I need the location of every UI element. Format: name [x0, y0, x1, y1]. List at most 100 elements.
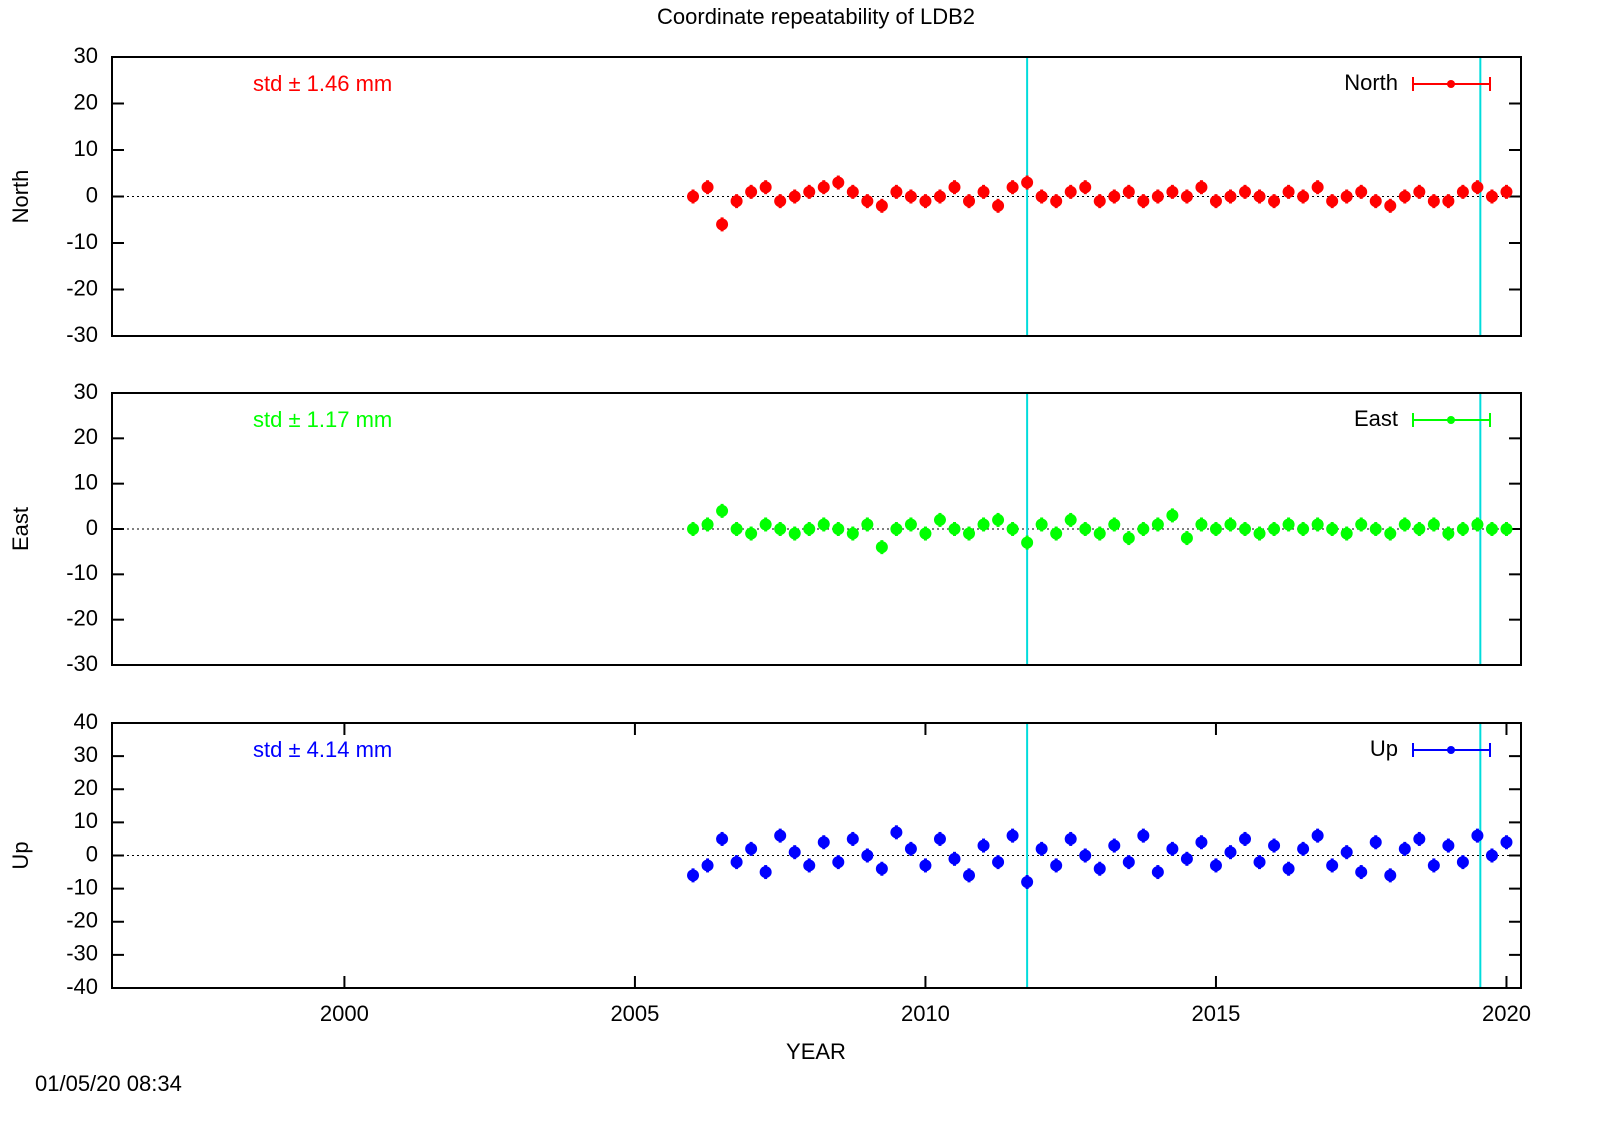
- point: [1209, 523, 1222, 535]
- point: [992, 856, 1005, 869]
- point: [1021, 176, 1034, 189]
- legend-label: Up: [1370, 736, 1398, 761]
- point: [1253, 856, 1266, 869]
- point: [1311, 181, 1324, 194]
- y-tick-label: 30: [74, 379, 98, 404]
- point: [1195, 518, 1208, 531]
- point: [1456, 523, 1469, 535]
- point: [1355, 185, 1368, 198]
- point: [1224, 518, 1237, 531]
- point: [861, 849, 874, 862]
- point: [1050, 859, 1063, 872]
- point: [1209, 859, 1222, 872]
- point: [716, 504, 729, 517]
- point: [1195, 836, 1208, 849]
- y-tick-label: 20: [74, 89, 98, 114]
- point: [759, 866, 772, 879]
- point: [1427, 195, 1440, 208]
- y-axis-label: Up: [8, 841, 33, 869]
- point: [774, 829, 787, 842]
- point: [1456, 856, 1469, 869]
- y-tick-label: -10: [66, 229, 98, 254]
- y-tick-label: 0: [86, 182, 98, 207]
- point: [1500, 185, 1513, 198]
- point: [948, 852, 961, 865]
- point: [890, 826, 903, 839]
- point: [1282, 185, 1295, 198]
- point: [846, 527, 859, 540]
- point: [701, 859, 714, 872]
- point: [1035, 190, 1048, 203]
- point: [846, 832, 859, 845]
- point: [817, 181, 830, 194]
- y-tick-label: 10: [74, 469, 98, 494]
- point: [904, 518, 917, 531]
- point: [1224, 846, 1237, 859]
- legend-label: East: [1354, 406, 1398, 431]
- point: [1166, 185, 1179, 198]
- point: [1151, 866, 1164, 879]
- y-tick-label: 40: [74, 709, 98, 734]
- y-tick-label: -30: [66, 322, 98, 347]
- point: [1427, 518, 1440, 531]
- point: [1500, 523, 1513, 535]
- point: [1137, 829, 1150, 842]
- point: [817, 836, 830, 849]
- plot-frame: [111, 722, 1522, 989]
- point: [1166, 842, 1179, 855]
- point: [803, 523, 816, 535]
- legend-dot: [1447, 746, 1455, 754]
- point: [1384, 199, 1397, 212]
- point: [963, 195, 976, 208]
- point: [730, 195, 743, 208]
- point: [933, 832, 946, 845]
- point: [919, 195, 932, 208]
- point: [1398, 518, 1411, 531]
- point: [933, 513, 946, 526]
- point: [1239, 185, 1252, 198]
- point: [875, 862, 888, 875]
- point: [1297, 842, 1310, 855]
- point: [1050, 527, 1063, 540]
- point: [730, 856, 743, 869]
- point: [1021, 876, 1034, 888]
- point: [1268, 839, 1281, 852]
- y-tick-label: 30: [74, 43, 98, 68]
- x-tick-label: 2015: [1191, 1001, 1240, 1026]
- point: [1282, 518, 1295, 531]
- point: [1326, 195, 1339, 208]
- plot-frame: [111, 392, 1522, 666]
- point: [1485, 523, 1498, 535]
- point: [1093, 527, 1106, 540]
- point: [1122, 532, 1135, 545]
- point: [745, 185, 758, 198]
- point: [687, 190, 700, 203]
- point: [992, 199, 1005, 212]
- point: [1079, 181, 1092, 194]
- point: [803, 859, 816, 872]
- point: [716, 832, 729, 845]
- annotation: std ± 4.14 mm: [253, 737, 392, 762]
- point: [1442, 527, 1455, 540]
- point: [1108, 839, 1121, 852]
- point: [1340, 846, 1353, 859]
- point: [861, 195, 874, 208]
- point: [1471, 181, 1484, 194]
- point: [875, 199, 888, 212]
- point: [1297, 190, 1310, 203]
- point: [730, 523, 743, 535]
- point: [948, 181, 961, 194]
- point: [701, 518, 714, 531]
- point: [1311, 829, 1324, 842]
- x-tick-label: 2000: [320, 1001, 369, 1026]
- point: [1253, 190, 1266, 203]
- point: [1485, 190, 1498, 203]
- point: [1485, 849, 1498, 862]
- x-tick-label: 2005: [610, 1001, 659, 1026]
- point: [759, 518, 772, 531]
- timestamp: 01/05/20 08:34: [35, 1071, 182, 1096]
- y-tick-label: -10: [66, 874, 98, 899]
- point: [716, 218, 729, 231]
- point: [1326, 859, 1339, 872]
- point: [1413, 185, 1426, 198]
